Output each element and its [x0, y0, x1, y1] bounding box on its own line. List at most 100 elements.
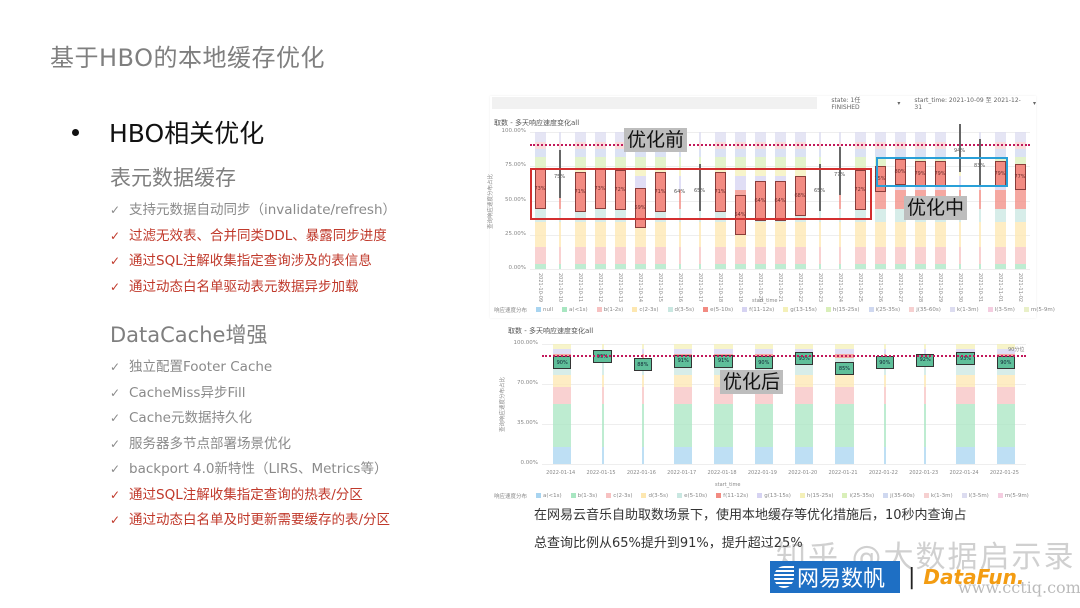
bar-segment [774, 148, 786, 157]
legend-item[interactable]: k(1-3m) [949, 307, 979, 313]
legend-title: 响应速度分布 [494, 494, 528, 500]
bar-segment [854, 222, 866, 248]
bar-segment [883, 447, 886, 464]
x-tick-label: 2021-11-02 [1017, 273, 1023, 303]
bar-segment [574, 247, 586, 264]
bar-segment [679, 263, 681, 269]
legend-item[interactable]: b(1-3s) [570, 493, 597, 499]
bar-segment [835, 348, 854, 354]
bar-segment [819, 263, 821, 269]
bar-segment [835, 387, 854, 405]
x-tick-label: 2021-10-09 [537, 273, 543, 303]
bar-segment [559, 132, 561, 142]
filter-bar: state: 1任 FINISHED ▾ start_time: 2021-10-… [490, 95, 1036, 111]
bar-segment [699, 222, 701, 248]
legend-item[interactable]: a(<1s) [536, 493, 562, 499]
bar-segment [979, 189, 981, 209]
legend-label: k(1-3m) [930, 493, 953, 499]
legend-swatch-icon [716, 493, 722, 498]
legend-item[interactable]: j(35-60s) [883, 493, 915, 499]
legend-swatch-icon [562, 307, 568, 312]
legend-item[interactable]: l(3-5m) [961, 493, 989, 499]
legend-item[interactable]: h(15-25s) [799, 493, 833, 499]
legend-item[interactable]: m(5-9m) [1023, 307, 1055, 313]
stacked-bar[interactable] [1014, 132, 1026, 269]
stacked-bar[interactable] [994, 132, 1006, 269]
legend-item[interactable]: c(2-3s) [632, 307, 659, 313]
legend-item[interactable]: g(13-15s) [757, 493, 791, 499]
bar-segment [994, 208, 1006, 223]
legend-swatch-icon [1023, 307, 1029, 312]
item-text: 支持元数据自动同步（invalidate/refresh） [129, 202, 397, 218]
section-title: 表元数据缓存 [110, 166, 236, 190]
x-tick-label: 2021-10-26 [877, 273, 883, 303]
legend-item[interactable]: e(5-10s) [703, 307, 733, 313]
legend-label: d(3-5s) [648, 493, 669, 499]
bar-segment [699, 132, 701, 142]
bar-segment [956, 375, 975, 388]
stacked-bar[interactable] [874, 132, 886, 269]
bar-segment [641, 344, 644, 349]
legend-swatch-icon [997, 493, 1003, 498]
legend-item[interactable]: m(5-9m) [997, 493, 1029, 499]
bar-segment [754, 247, 766, 264]
legend-item[interactable]: g(13-15s) [783, 307, 817, 313]
bar-segment [734, 247, 746, 264]
legend-item[interactable]: i(25-35s) [868, 307, 900, 313]
legend-item[interactable]: f(11-12s) [716, 493, 748, 499]
bar-segment [699, 247, 701, 264]
reference-line [530, 144, 1030, 147]
legend-item[interactable]: e(5-10s) [677, 493, 707, 499]
bar-segment [996, 447, 1016, 464]
x-tick-label: 2021-10-16 [677, 273, 683, 303]
highlight-value-box: 92% [915, 353, 935, 367]
range-line [559, 149, 561, 198]
highlight-value-box: 90% [552, 356, 572, 369]
bar-segment [839, 208, 841, 223]
legend-item[interactable]: f(11-12s) [742, 307, 774, 313]
bar-segment [734, 263, 746, 269]
filter-search-field[interactable] [492, 97, 818, 109]
range-line [819, 163, 821, 212]
state-filter[interactable]: state: 1任 FINISHED ▾ [831, 95, 900, 111]
item-text: 通过SQL注解收集指定查询涉及的表信息 [129, 253, 372, 269]
bar-segment [839, 222, 841, 248]
chart-panel-after: 取数 - 多天响应速度变化all 100.00% 70.00% 35.00% 0.00… [490, 322, 1036, 502]
bar-segment [994, 132, 1006, 142]
bar-segment [594, 156, 606, 168]
legend-item[interactable]: d(3-5s) [667, 307, 694, 313]
bar-segment [641, 387, 644, 405]
bar-segment [614, 222, 626, 248]
bar-segment [979, 222, 981, 248]
legend-item[interactable]: l(3-5m) [987, 307, 1015, 313]
legend-item[interactable]: b(1-2s) [596, 307, 623, 313]
highlight-value-box: 72% [614, 170, 626, 211]
legend-label: f(11-12s) [749, 307, 775, 313]
bar-segment [874, 156, 886, 168]
y-tick-label: 50.00% [505, 196, 526, 203]
bar-segment [883, 387, 886, 405]
bar-segment [574, 132, 586, 142]
legend-item[interactable]: h(15-25s) [825, 307, 860, 313]
bar-segment [794, 263, 806, 269]
bar-segment [894, 208, 906, 223]
bar-segment [839, 132, 841, 142]
legend-item[interactable]: a(<1s) [562, 307, 588, 313]
legend-item[interactable]: d(3-5s) [641, 493, 668, 499]
bar-segment [924, 447, 927, 464]
legend-item[interactable]: i(25-35s) [842, 493, 874, 499]
legend-item[interactable]: null [536, 307, 553, 313]
legend-swatch-icon [868, 307, 874, 312]
bar-segment [559, 189, 561, 209]
y-axis-label: 查询响应速度分布占比 [488, 173, 494, 229]
highlight-value-box: 71% [714, 171, 726, 212]
legend-swatch-icon [987, 307, 993, 312]
legend-item[interactable]: c(2-3s) [606, 493, 632, 499]
value-label: 64% [674, 189, 686, 196]
legend-item[interactable]: k(1-3m) [923, 493, 953, 499]
start-time-filter[interactable]: start_time: 2021-10-09 至 2021-12-31 ▾ [914, 95, 1036, 111]
legend-item[interactable]: j(35-60s) [909, 307, 941, 313]
bar-segment [883, 348, 886, 354]
check-icon: ✓ [110, 513, 121, 527]
bar-segment [874, 189, 886, 209]
